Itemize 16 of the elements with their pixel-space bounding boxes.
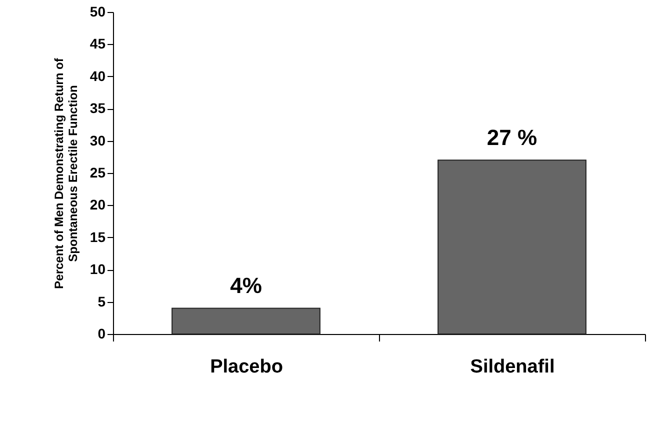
y-tick-label: 10 <box>90 261 106 278</box>
y-tick-label: 50 <box>90 4 106 20</box>
y-tick-label: 20 <box>90 196 106 213</box>
y-tick-label: 15 <box>90 228 106 245</box>
y-axis-title: Percent of Men Demonstrating Return of Spontaneous Erectile Function <box>52 57 80 289</box>
y-tick-label: 30 <box>90 132 106 148</box>
y-tick-label: 40 <box>90 68 106 84</box>
y-tick-label: 5 <box>98 293 106 310</box>
y-tick-label: 25 <box>90 164 106 180</box>
data-label: 4% <box>230 273 262 298</box>
y-tick-label: 45 <box>90 36 106 52</box>
x-tick-label: Sildenafil <box>470 356 555 378</box>
y-tick-label: 35 <box>90 100 106 116</box>
y-tick-label: 0 <box>98 326 106 342</box>
data-label: 27 % <box>486 125 538 150</box>
x-tick-label: Placebo <box>210 356 283 378</box>
